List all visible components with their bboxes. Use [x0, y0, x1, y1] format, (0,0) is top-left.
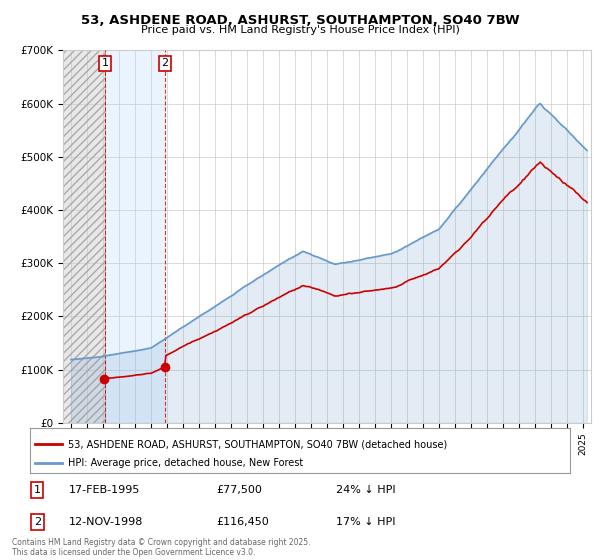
Text: Contains HM Land Registry data © Crown copyright and database right 2025.
This d: Contains HM Land Registry data © Crown c… [12, 538, 311, 557]
Text: £116,450: £116,450 [216, 517, 269, 527]
Text: 2: 2 [34, 517, 41, 527]
Bar [63, 50, 105, 423]
Text: 24% ↓ HPI: 24% ↓ HPI [336, 485, 395, 495]
Bar [63, 50, 105, 423]
Text: 12-NOV-1998: 12-NOV-1998 [69, 517, 143, 527]
Text: Price paid vs. HM Land Registry's House Price Index (HPI): Price paid vs. HM Land Registry's House … [140, 25, 460, 35]
Text: £77,500: £77,500 [216, 485, 262, 495]
Text: 1: 1 [34, 485, 41, 495]
Text: 1: 1 [101, 58, 109, 68]
Text: 17-FEB-1995: 17-FEB-1995 [69, 485, 140, 495]
Text: 17% ↓ HPI: 17% ↓ HPI [336, 517, 395, 527]
Text: 53, ASHDENE ROAD, ASHURST, SOUTHAMPTON, SO40 7BW (detached house): 53, ASHDENE ROAD, ASHURST, SOUTHAMPTON, … [68, 439, 447, 449]
Text: 2: 2 [161, 58, 169, 68]
Bar [105, 50, 165, 423]
Text: HPI: Average price, detached house, New Forest: HPI: Average price, detached house, New … [68, 458, 303, 468]
Text: 53, ASHDENE ROAD, ASHURST, SOUTHAMPTON, SO40 7BW: 53, ASHDENE ROAD, ASHURST, SOUTHAMPTON, … [80, 14, 520, 27]
